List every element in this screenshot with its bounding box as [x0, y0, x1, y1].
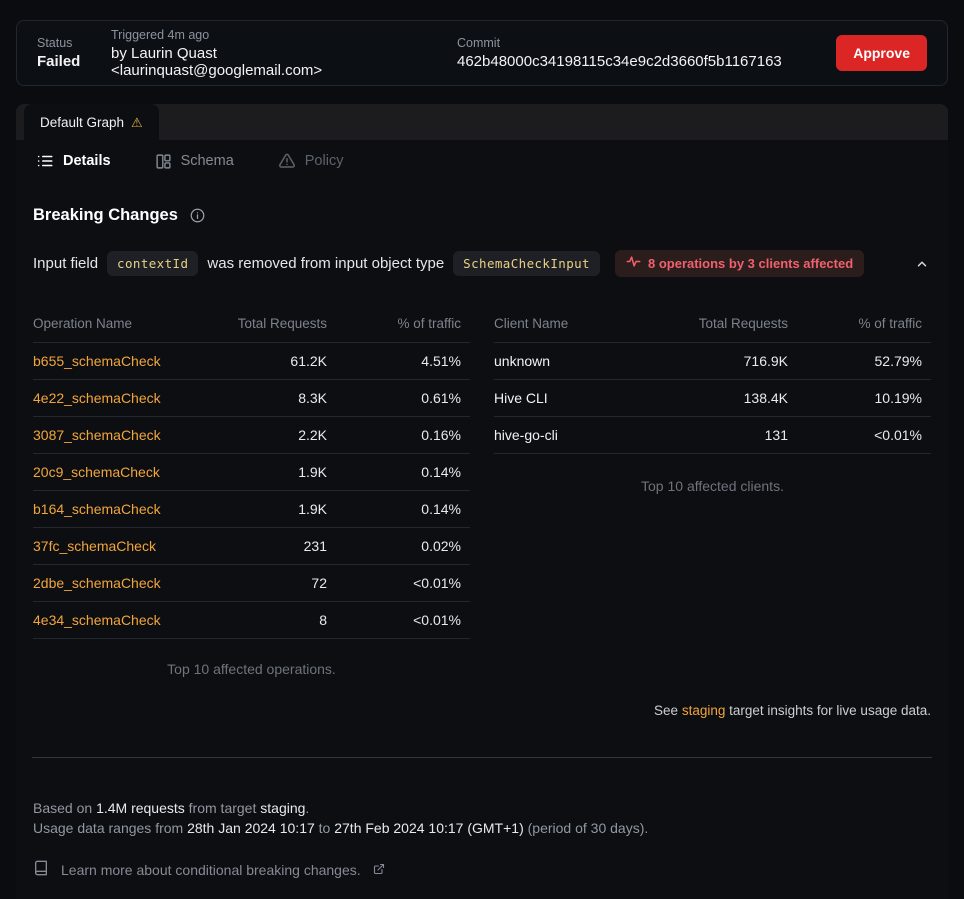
commit-label: Commit	[457, 36, 501, 50]
commit-hash: 462b48000c34198115c34e9c2d3660f5b1167163	[457, 53, 782, 70]
usage-line-1: Based on 1.4M requests from target stagi…	[33, 800, 310, 816]
type-code-chip: SchemaCheckInput	[453, 251, 600, 276]
info-icon[interactable]	[190, 208, 205, 223]
operation-link[interactable]: b655_schemaCheck	[33, 353, 161, 369]
target-name: staging	[260, 800, 306, 816]
table-row: Hive CLI 138.4K 10.19%	[494, 380, 931, 417]
tab-schema[interactable]: Schema	[155, 153, 234, 170]
affected-badge: 8 operations by 3 clients affected	[614, 250, 865, 277]
status-header-card: Status Failed Triggered 4m ago by Laurin…	[16, 20, 948, 86]
affected-badge-label: 8 operations by 3 clients affected	[647, 256, 854, 271]
date-from: 28th Jan 2024 10:17	[187, 820, 315, 836]
col-total-requests: Total Requests	[237, 316, 327, 331]
operation-link[interactable]: 37fc_schemaCheck	[33, 538, 156, 554]
tab-schema-label: Schema	[180, 153, 234, 169]
operations-table-header: Operation Name Total Requests % of traff…	[33, 305, 470, 343]
triggered-author: by Laurin Quast <laurinquast@googlemail.…	[111, 44, 323, 79]
operation-link[interactable]: b164_schemaCheck	[33, 501, 161, 517]
col-total-requests: Total Requests	[698, 316, 788, 331]
table-row: b655_schemaCheck 61.2K 4.51%	[33, 343, 470, 380]
schema-icon	[155, 153, 172, 170]
table-row: 37fc_schemaCheck 231 0.02%	[33, 528, 470, 565]
subtab-bar: Details Schema	[16, 140, 948, 180]
table-row: hive-go-cli 131 <0.01%	[494, 417, 931, 454]
usage-summary: Based on 1.4M requests from target stagi…	[33, 798, 931, 838]
check-details-panel: Details Schema	[16, 140, 948, 899]
clients-table: Client Name Total Requests % of traffic …	[494, 305, 931, 677]
col-pct-traffic: % of traffic	[397, 316, 461, 331]
operations-caption: Top 10 affected operations.	[167, 661, 336, 677]
warning-icon: ⚠	[131, 114, 143, 130]
request-count: 1.4M requests	[96, 800, 185, 816]
graph-tab-strip: Default Graph ⚠	[16, 104, 948, 140]
tab-details-label: Details	[63, 153, 111, 169]
list-icon	[36, 152, 54, 170]
triggered-label: Triggered 4m ago	[111, 27, 210, 42]
tab-details[interactable]: Details	[36, 152, 111, 170]
learn-more-link[interactable]: Learn more about conditional breaking ch…	[33, 860, 931, 879]
clients-table-header: Client Name Total Requests % of traffic	[494, 305, 931, 343]
table-row: 2dbe_schemaCheck 72 <0.01%	[33, 565, 470, 602]
col-operation-name: Operation Name	[33, 316, 133, 331]
table-row: b164_schemaCheck 1.9K 0.14%	[33, 491, 470, 528]
approve-button[interactable]: Approve	[836, 35, 927, 71]
table-row: 4e22_schemaCheck 8.3K 0.61%	[33, 380, 470, 417]
alert-triangle-icon	[278, 152, 296, 170]
chevron-up-icon[interactable]	[913, 255, 931, 273]
breaking-changes-title: Breaking Changes	[33, 206, 178, 224]
status-value: Failed	[37, 53, 81, 70]
tab-policy[interactable]: Policy	[278, 152, 344, 170]
operation-link[interactable]: 4e34_schemaCheck	[33, 612, 161, 628]
table-row: 4e34_schemaCheck 8 <0.01%	[33, 602, 470, 639]
book-icon	[33, 860, 49, 879]
col-pct-traffic: % of traffic	[858, 316, 922, 331]
status-label: Status	[37, 36, 73, 50]
operation-link[interactable]: 2dbe_schemaCheck	[33, 575, 161, 591]
external-link-icon	[373, 862, 385, 878]
section-divider	[32, 757, 932, 758]
operation-link[interactable]: 3087_schemaCheck	[33, 427, 161, 443]
staging-insights-link[interactable]: staging	[681, 703, 726, 718]
table-row: unknown 716.9K 52.79%	[494, 343, 931, 380]
insights-line: See staging target insights for live usa…	[654, 703, 931, 718]
operation-link[interactable]: 4e22_schemaCheck	[33, 390, 161, 406]
breaking-change-row[interactable]: Input field contextId was removed from i…	[33, 250, 931, 277]
date-to: 27th Feb 2024 10:17 (GMT+1)	[334, 820, 524, 836]
change-text-middle: was removed from input object type	[207, 255, 445, 272]
activity-icon	[626, 255, 641, 272]
learn-more-label: Learn more about conditional breaking ch…	[61, 861, 361, 878]
clients-caption: Top 10 affected clients.	[641, 478, 784, 494]
operations-table: Operation Name Total Requests % of traff…	[33, 305, 470, 677]
tab-policy-label: Policy	[304, 153, 344, 169]
field-code-chip: contextId	[107, 251, 199, 276]
tab-default-graph[interactable]: Default Graph ⚠	[24, 104, 159, 140]
graph-tab-label: Default Graph	[40, 114, 125, 130]
col-client-name: Client Name	[494, 316, 569, 331]
change-text-prefix: Input field	[33, 255, 99, 272]
operation-link[interactable]: 20c9_schemaCheck	[33, 464, 160, 480]
table-row: 20c9_schemaCheck 1.9K 0.14%	[33, 454, 470, 491]
table-row: 3087_schemaCheck 2.2K 0.16%	[33, 417, 470, 454]
usage-line-2: Usage data ranges from 28th Jan 2024 10:…	[33, 820, 649, 836]
